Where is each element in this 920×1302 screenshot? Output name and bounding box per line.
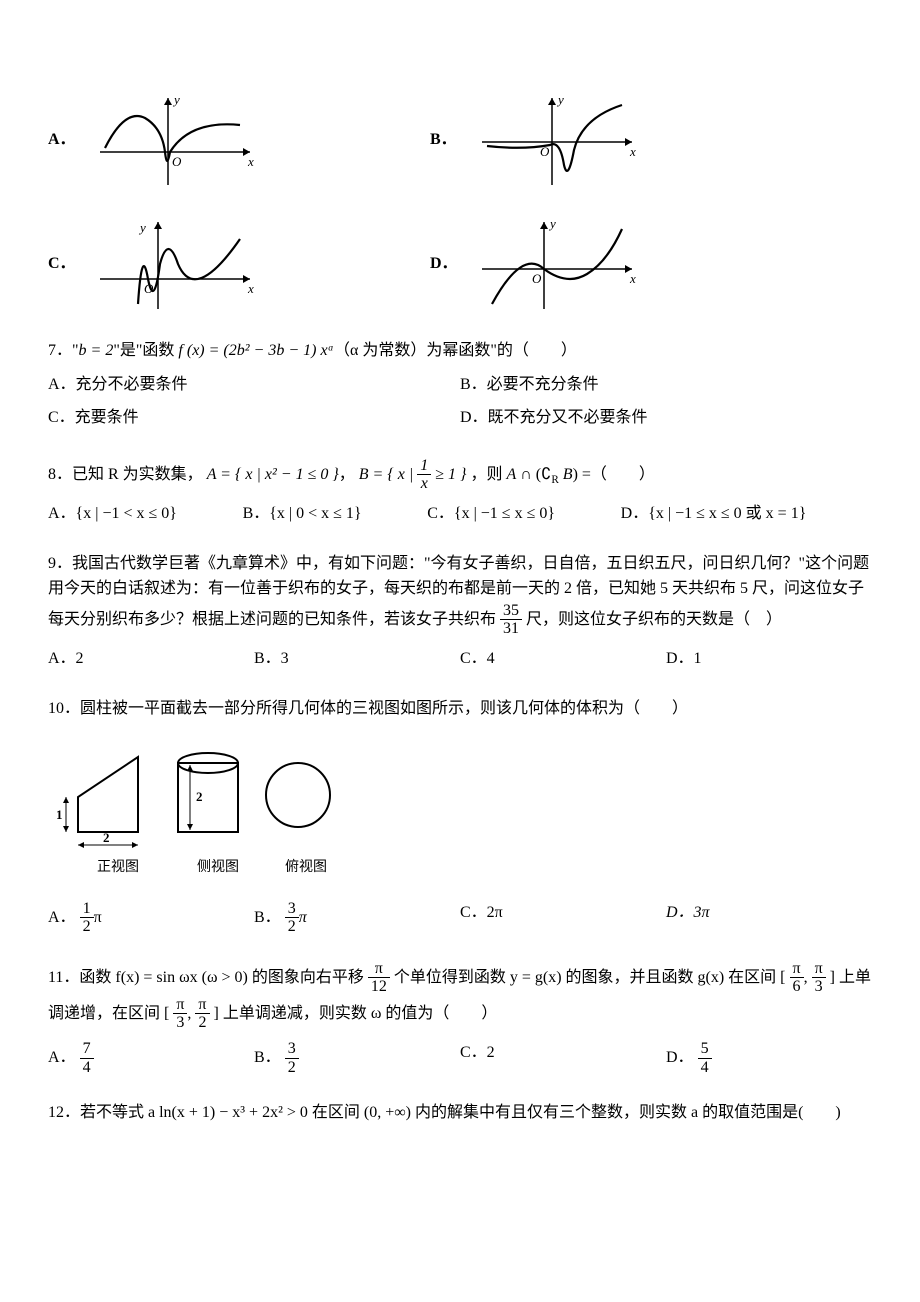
q10-front-label: 正视图	[68, 857, 168, 879]
q9-stem-after: 尺，则这位女子织布的天数是（ ）	[526, 611, 782, 628]
q10-option-a: A． 12π	[48, 900, 254, 936]
question-9: 9．我国古代数学巨著《九章算术》中，有如下问题："今有女子善织，日自倍，五日织五…	[48, 551, 872, 678]
svg-text:O: O	[532, 271, 542, 286]
q7-option-b: B．必要不充分条件	[460, 372, 872, 398]
q11-option-a: A． 74	[48, 1040, 254, 1076]
q6-option-b-label: B．	[430, 127, 472, 153]
q9-option-d: D．1	[666, 646, 872, 672]
q7-option-a: A．充分不必要条件	[48, 372, 460, 398]
q7-stem-mid: "是"函数	[113, 342, 178, 359]
q7-eq1: b = 2	[79, 342, 114, 359]
svg-text:2: 2	[196, 789, 203, 804]
q8-option-c: C．{x | −1 ≤ x ≤ 0}	[427, 501, 592, 527]
q6-graph-b: y x O	[472, 90, 642, 190]
q7-stem-before: 7．"	[48, 342, 79, 359]
q9-option-c: C．4	[460, 646, 666, 672]
q8-set-a: A = { x | x² − 1 ≤ 0 }	[207, 466, 339, 483]
svg-text:x: x	[247, 154, 254, 169]
question-11: 11．函数 f(x) = sin ωx (ω > 0) 的图象向右平移 π12 …	[48, 960, 872, 1083]
q11-option-b: B． 32	[254, 1040, 460, 1076]
q8-set-b-before: B =	[359, 466, 388, 483]
q8-stem-before: 8．已知 R 为实数集，	[48, 466, 203, 483]
q11-stem-1: 11．函数 f(x) = sin ωx (ω > 0) 的图象向右平移	[48, 968, 368, 985]
q6-graph-c: y x O	[90, 214, 260, 314]
q6-graph-a: y x O	[90, 90, 260, 190]
svg-text:y: y	[138, 220, 146, 235]
svg-text:x: x	[247, 281, 254, 296]
q8-set-b-inner: { x | 1x ≥ 1 }	[387, 466, 466, 483]
q7-option-d: D．既不充分又不必要条件	[460, 405, 872, 431]
q9-option-b: B．3	[254, 646, 460, 672]
q11-option-c: C．2	[460, 1040, 666, 1076]
svg-text:x: x	[629, 144, 636, 159]
q9-option-a: A．2	[48, 646, 254, 672]
q11-option-d: D． 54	[666, 1040, 872, 1076]
svg-text:y: y	[556, 92, 564, 107]
q8-option-b: B．{x | 0 < x ≤ 1}	[243, 501, 400, 527]
question-10: 10．圆柱被一平面截去一部分所得几何体的三视图如图所示，则该几何体的体积为（ ）…	[48, 696, 872, 942]
svg-text:O: O	[172, 154, 182, 169]
q11-frac-3b: π2	[195, 996, 209, 1032]
q10-top-label: 俯视图	[266, 857, 346, 879]
q10-side-label: 侧视图	[178, 857, 258, 879]
q7-option-c: C．充要条件	[48, 405, 460, 431]
q11-frac-2b: π3	[812, 960, 826, 996]
svg-text:y: y	[172, 92, 180, 107]
svg-text:2: 2	[103, 830, 110, 845]
q10-three-views: 1 2 2 正视图 侧视图 俯视图	[48, 737, 872, 879]
q8-option-d: D．{x | −1 ≤ x ≤ 0 或 x = 1}	[621, 501, 844, 527]
q10-option-d: D．3π	[666, 900, 872, 936]
q11-frac-3a: π3	[173, 996, 187, 1032]
svg-text:1: 1	[56, 807, 63, 822]
q8-option-a: A．{x | −1 < x ≤ 0}	[48, 501, 215, 527]
q7-func: f (x) = (2b² − 3b − 1) xᵅ	[178, 342, 334, 359]
q12-stem: 12．若不等式 a ln(x + 1) − x³ + 2x² > 0 在区间 (…	[48, 1104, 841, 1121]
q8-stem-after: ，则 A ∩ (∁R B) =（ ）	[470, 466, 654, 483]
q6-option-d-label: D．	[430, 251, 472, 277]
q6-option-row-2: C． y x O D． y x O	[48, 214, 872, 314]
svg-text:x: x	[629, 271, 636, 286]
svg-text:y: y	[548, 216, 556, 231]
question-8: 8．已知 R 为实数集， A = { x | x² − 1 ≤ 0 }， B =…	[48, 457, 872, 533]
q10-stem: 10．圆柱被一平面截去一部分所得几何体的三视图如图所示，则该几何体的体积为（ ）	[48, 696, 872, 722]
q7-stem-after: （α 为常数）为幂函数"的（ ）	[334, 342, 577, 359]
q6-graph-d: y x O	[472, 214, 642, 314]
q10-option-b: B． 32π	[254, 900, 460, 936]
q11-stem-2: 个单位得到函数 y = g(x) 的图象，并且函数 g(x) 在区间 [	[394, 968, 786, 985]
question-7: 7．"b = 2"是"函数 f (x) = (2b² − 3b − 1) xᵅ（…	[48, 338, 872, 439]
question-12: 12．若不等式 a ln(x + 1) − x³ + 2x² > 0 在区间 (…	[48, 1100, 872, 1126]
q11-stem-4: ] 上单调递减，则实数 ω 的值为（ ）	[214, 1005, 498, 1022]
q10-option-c: C．2π	[460, 900, 666, 936]
q6-option-c-label: C．	[48, 251, 90, 277]
q9-fraction: 3531	[500, 602, 522, 638]
q6-option-row-1: A． y x O B． y x O	[48, 90, 872, 190]
q6-option-a-label: A．	[48, 127, 90, 153]
q11-frac-2a: π6	[790, 960, 804, 996]
q11-frac-1: π12	[368, 960, 390, 996]
